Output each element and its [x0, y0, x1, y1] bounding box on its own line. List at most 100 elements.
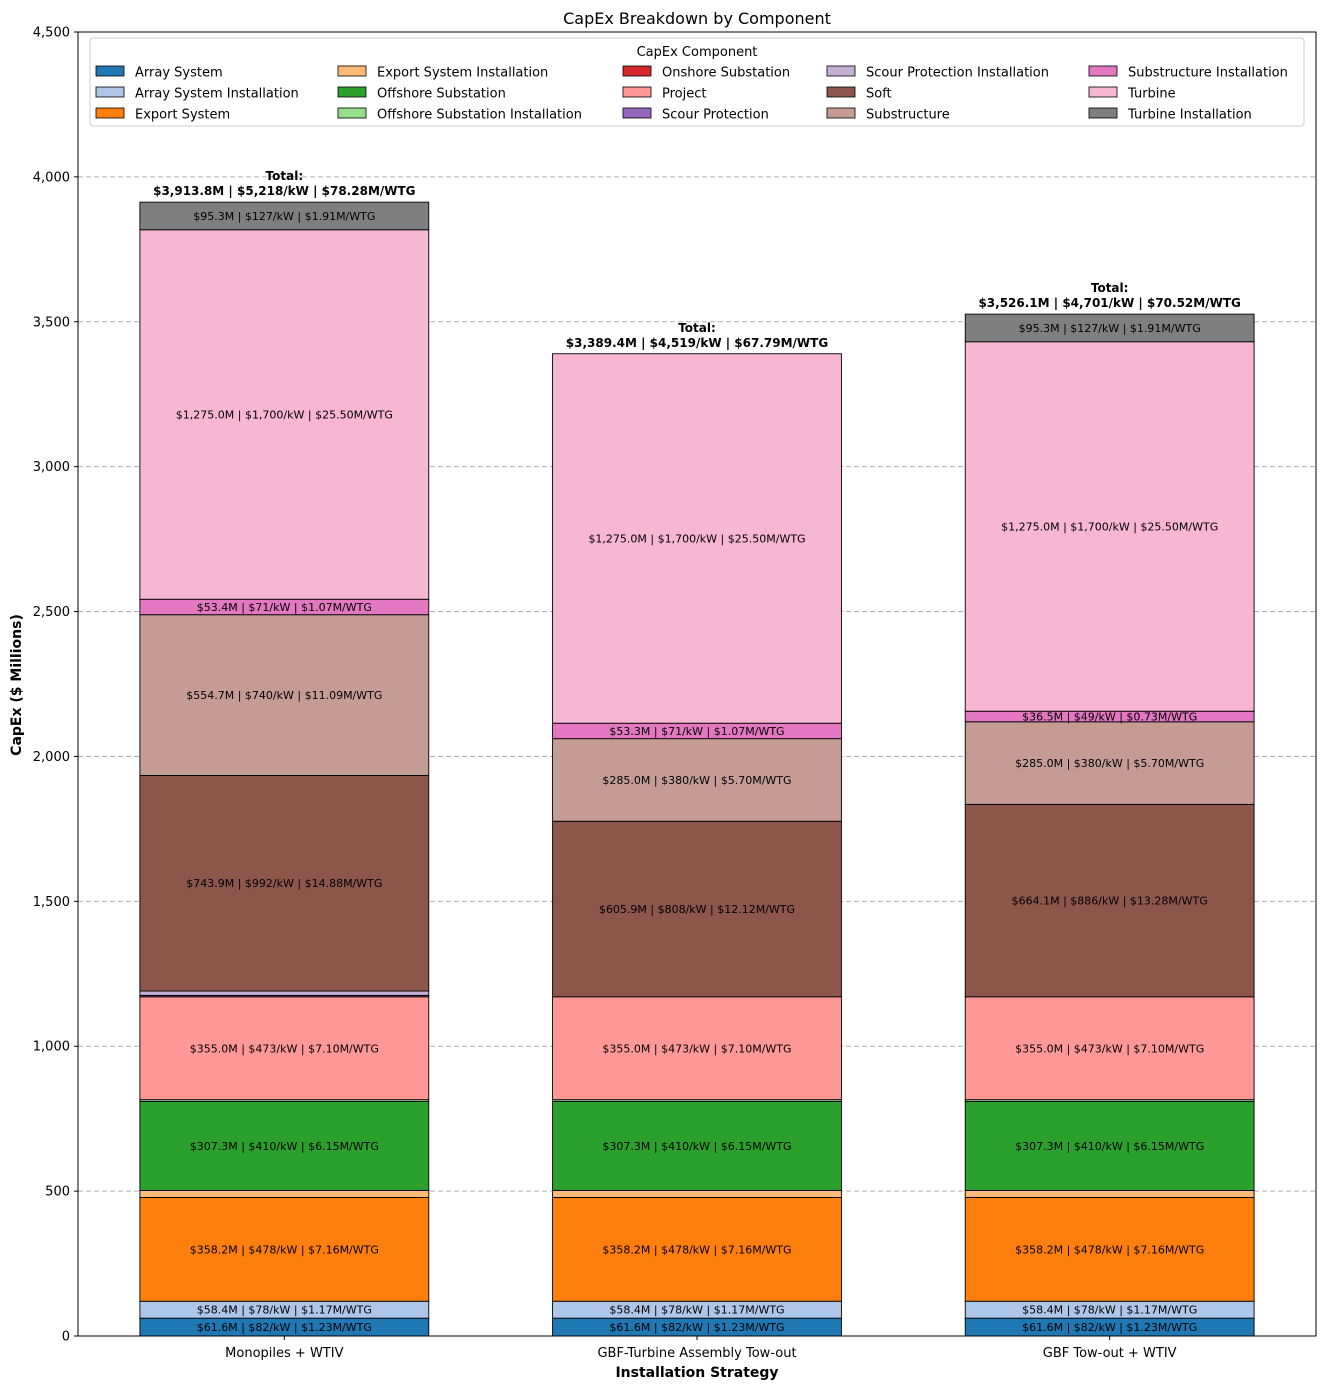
segment-value-label: $358.2M | $478/kW | $7.16M/WTG: [190, 1243, 379, 1256]
legend-swatch-offshore-substation: [337, 86, 367, 98]
y-tick-label: 1,500: [33, 895, 70, 910]
y-tick-label: 4,000: [33, 170, 70, 185]
total-label-value: $3,526.1M | $4,701/kW | $70.52M/WTG: [978, 296, 1240, 310]
legend-swatch-turbine: [1088, 86, 1118, 98]
segment-value-label: $58.4M | $78/kW | $1.17M/WTG: [1022, 1304, 1197, 1317]
y-tick-label: 4,500: [33, 26, 70, 41]
bar-segment-soft: [139, 775, 430, 992]
bar-segment-soft: [552, 820, 842, 998]
legend-swatch-substructure-installation: [1088, 65, 1118, 77]
legend-label-soft: Soft: [866, 87, 892, 102]
segment-value-label: $307.3M | $410/kW | $6.15M/WTG: [602, 1140, 791, 1153]
segment-value-label: $307.3M | $410/kW | $6.15M/WTG: [190, 1140, 379, 1153]
total-label-heading: Total:: [266, 169, 304, 183]
legend-label-array-system-installation: Array System Installation: [135, 87, 299, 102]
y-tick-label: 0: [62, 1330, 70, 1345]
bar-segment-turbine: [552, 353, 842, 724]
bar-segment-substructure: [964, 721, 1255, 805]
bar-segment-offshore-substation: [964, 1100, 1255, 1191]
legend-label-turbine-installation: Turbine Installation: [1127, 108, 1252, 123]
legend-label-export-system-installation: Export System Installation: [377, 66, 548, 81]
legend-swatch-substructure: [826, 107, 856, 119]
legend-label-scour-protection: Scour Protection: [662, 108, 769, 123]
legend-swatch-offshore-substation-installation: [337, 107, 367, 119]
total-label-heading: Total:: [678, 321, 716, 335]
axes: 0 500 1,000 1,500 2,000 2,500 3,000 3,500 4,000 4…: [33, 26, 1177, 1362]
y-tick-label: 1,000: [33, 1040, 70, 1055]
segment-value-label: $95.3M | $127/kW | $1.91M/WTG: [193, 210, 375, 223]
legend-label-export-system: Export System: [135, 108, 230, 123]
bar-segment-export-system: [139, 1196, 430, 1302]
legend-swatch-scour-protection: [622, 107, 652, 119]
segment-value-label: $1,275.0M | $1,700/kW | $25.50M/WTG: [176, 409, 393, 422]
bar-segment-project: [552, 996, 842, 1101]
y-tick-label: 2,500: [33, 605, 70, 620]
segment-value-label: $743.9M | $992/kW | $14.88M/WTG: [186, 877, 382, 890]
legend-label-scour-protection-installation: Scour Protection Installation: [866, 66, 1049, 81]
segment-value-label: $358.2M | $478/kW | $7.16M/WTG: [602, 1243, 791, 1256]
segment-value-label: $355.0M | $473/kW | $7.10M/WTG: [602, 1042, 791, 1055]
bar-segment-export-system-installation: [139, 1190, 430, 1198]
legend-label-offshore-substation-installation: Offshore Substation Installation: [377, 108, 582, 123]
bars: [139, 201, 1255, 1337]
total-label-value: $3,913.8M | $5,218/kW | $78.28M/WTG: [153, 184, 415, 198]
segment-value-label: $358.2M | $478/kW | $7.16M/WTG: [1015, 1243, 1204, 1256]
legend-label-onshore-substation: Onshore Substation: [662, 66, 790, 81]
segment-value-label: $53.3M | $71/kW | $1.07M/WTG: [609, 725, 784, 738]
chart-title: CapEx Breakdown by Component: [563, 9, 831, 28]
bar-segment-offshore-substation: [552, 1100, 842, 1191]
legend-label-substructure-installation: Substructure Installation: [1128, 66, 1288, 81]
segment-value-label: $61.6M | $82/kW | $1.23M/WTG: [609, 1321, 784, 1334]
y-tick-label: 500: [45, 1185, 70, 1200]
segment-value-label: $355.0M | $473/kW | $7.10M/WTG: [1015, 1042, 1204, 1055]
legend-swatch-array-system: [95, 65, 125, 77]
segment-value-label: $285.0M | $380/kW | $5.70M/WTG: [602, 774, 791, 787]
legend-swatch-array-system-installation: [95, 86, 125, 98]
bar-segment-export-system-installation: [964, 1190, 1255, 1198]
legend-label-substructure: Substructure: [866, 108, 950, 123]
legend-label-turbine: Turbine: [1127, 87, 1176, 102]
bar-segment-substructure: [139, 614, 430, 776]
bar-segment-turbine-installation: [139, 201, 430, 231]
bar-segment-project: [139, 996, 430, 1101]
legend: CapEx Component Array System Array System…: [89, 37, 1305, 127]
bar-segment-substructure: [552, 738, 842, 822]
bar-segment-turbine: [964, 341, 1255, 712]
total-label-value: $3,389.4M | $4,519/kW | $67.79M/WTG: [566, 336, 828, 350]
legend-swatch-scour-protection-installation: [826, 65, 856, 77]
y-tick-label: 2,000: [33, 750, 70, 765]
legend-label-project: Project: [662, 87, 706, 102]
legend-label-offshore-substation: Offshore Substation: [377, 87, 506, 102]
bar-segment-export-system: [552, 1196, 842, 1302]
legend-swatch-export-system-installation: [337, 65, 367, 77]
legend-label-array-system: Array System: [135, 66, 223, 81]
segment-value-label: $605.9M | $808/kW | $12.12M/WTG: [599, 903, 795, 916]
segment-value-label: $307.3M | $410/kW | $6.15M/WTG: [1015, 1140, 1204, 1153]
x-tick-label: Monopiles + WTIV: [225, 1346, 343, 1361]
segment-value-label: $61.6M | $82/kW | $1.23M/WTG: [1022, 1321, 1197, 1334]
legend-swatch-soft: [826, 86, 856, 98]
segment-value-label: $95.3M | $127/kW | $1.91M/WTG: [1019, 322, 1201, 335]
legend-title: CapEx Component: [637, 45, 758, 60]
segment-value-label: $58.4M | $78/kW | $1.17M/WTG: [609, 1304, 784, 1317]
bar-segment-project: [964, 996, 1255, 1101]
segment-value-label: $36.5M | $49/kW | $0.73M/WTG: [1022, 710, 1197, 723]
legend-swatch-project: [622, 86, 652, 98]
legend-swatch-onshore-substation: [622, 65, 652, 77]
bar-segment-soft: [964, 803, 1255, 998]
segment-value-label: $355.0M | $473/kW | $7.10M/WTG: [190, 1042, 379, 1055]
x-tick-label: GBF-Turbine Assembly Tow-out: [597, 1346, 796, 1361]
segment-labels: $61.6M | $82/kW | $1.23M/WTG $58.4M | $78…: [153, 169, 1241, 1334]
segment-value-label: $61.6M | $82/kW | $1.23M/WTG: [197, 1321, 372, 1334]
total-label-heading: Total:: [1091, 281, 1129, 295]
legend-box: [89, 37, 1305, 127]
y-axis-title: CapEx ($ Millions): [9, 614, 25, 756]
segment-value-label: $58.4M | $78/kW | $1.17M/WTG: [197, 1304, 372, 1317]
segment-value-label: $53.4M | $71/kW | $1.07M/WTG: [197, 601, 372, 614]
segment-value-label: $1,275.0M | $1,700/kW | $25.50M/WTG: [1001, 520, 1218, 533]
bar-segment-offshore-substation: [139, 1100, 430, 1191]
segment-value-label: $1,275.0M | $1,700/kW | $25.50M/WTG: [588, 532, 805, 545]
y-tick-label: 3,500: [33, 315, 70, 330]
x-axis-title: Installation Strategy: [615, 1365, 778, 1381]
